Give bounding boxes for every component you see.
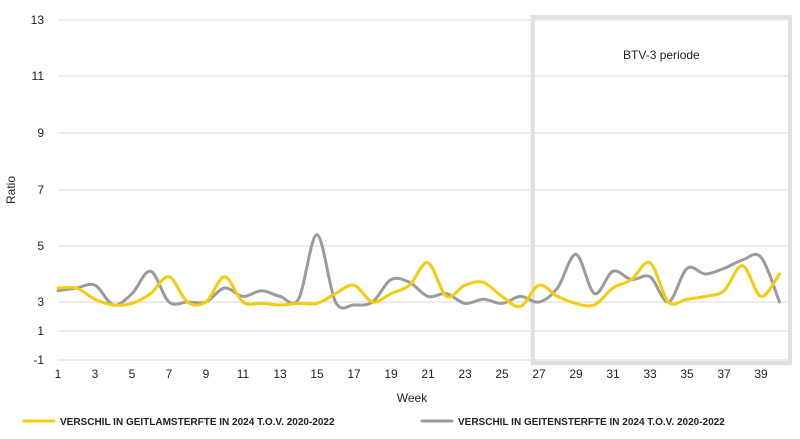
y-tick-label: 5 (37, 239, 44, 253)
x-tick-label: 17 (347, 367, 361, 381)
y-axis-title: Ratio (4, 176, 18, 204)
y-tick-label: 7 (37, 183, 44, 197)
x-tick-label: 1 (55, 367, 62, 381)
x-tick-label: 15 (310, 367, 324, 381)
x-tick-label: 9 (203, 367, 210, 381)
x-tick-label: 33 (643, 367, 657, 381)
y-tick-label: 3 (37, 295, 44, 309)
x-tick-label: 21 (421, 367, 435, 381)
series-line-1 (56, 260, 781, 309)
y-tick-label: 9 (37, 126, 44, 140)
grid-lines (58, 19, 788, 361)
btv3-period-label: BTV-3 periode (623, 48, 700, 62)
x-tick-label: 31 (606, 367, 620, 381)
y-tick-label: 1 (37, 324, 44, 338)
x-axis-title: Week (397, 391, 428, 405)
legend-label-2: VERSCHIL IN GEITENSTERFTE IN 2024 T.O.V.… (458, 417, 725, 428)
legend: VERSCHIL IN GEITLAMSTERFTE IN 2024 T.O.V… (22, 417, 725, 428)
x-tick-label: 27 (532, 367, 546, 381)
x-tick-label: 29 (569, 367, 583, 381)
x-tick-label: 39 (754, 367, 768, 381)
x-tick-label: 13 (273, 367, 287, 381)
y-tick-label: 13 (31, 13, 45, 27)
y-tick-label: 11 (32, 69, 45, 83)
x-tick-label: 5 (129, 367, 136, 381)
x-tick-label: 25 (495, 367, 509, 381)
x-tick-label: 19 (384, 367, 398, 381)
x-tick-label: 3 (92, 367, 99, 381)
btv3-period-rect (530, 15, 792, 365)
x-tick-label: 37 (717, 367, 731, 381)
x-tick-label: 11 (237, 367, 250, 381)
x-axis-ticks: 1 3 5 7 9 11 13 15 17 19 21 23 25 27 29 31 33 35 37 39 (55, 367, 768, 381)
x-tick-label: 35 (680, 367, 694, 381)
x-tick-label: 23 (458, 367, 472, 381)
series-line-2 (56, 233, 781, 310)
series-lines (56, 233, 781, 310)
btv3-period-box: BTV-3 periode (530, 15, 792, 365)
x-tick-label: 7 (166, 367, 173, 381)
y-tick-label: -1 (33, 353, 44, 367)
legend-label-1: VERSCHIL IN GEITLAMSTERFTE IN 2024 T.O.V… (60, 417, 335, 428)
